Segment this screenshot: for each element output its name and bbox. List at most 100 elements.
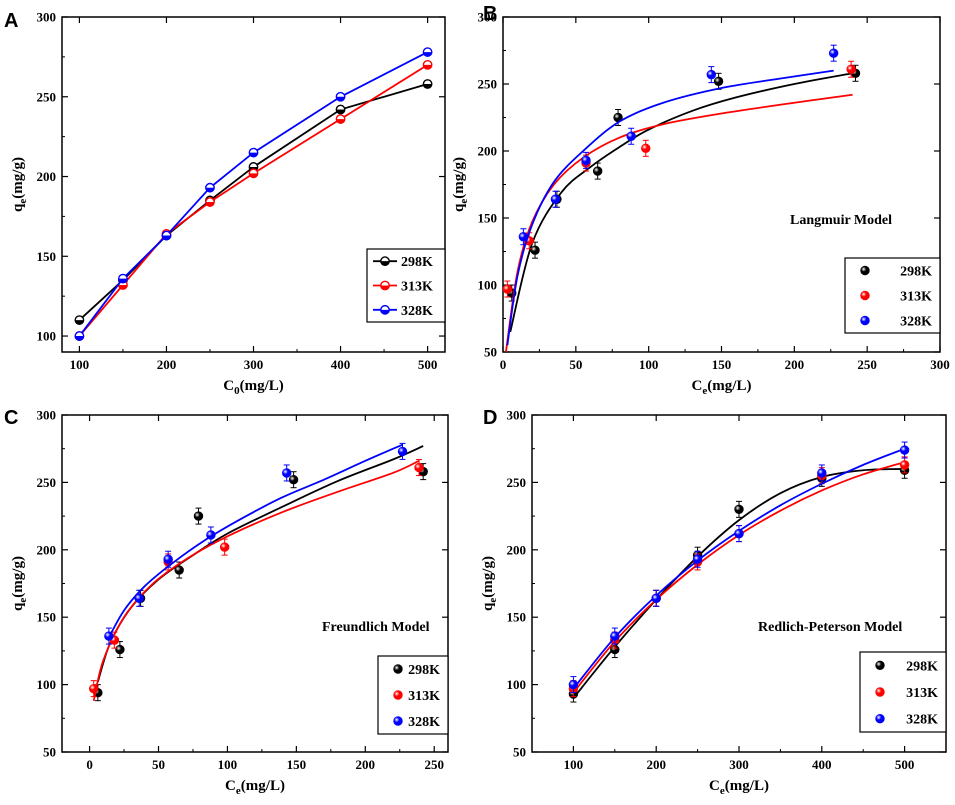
legend-label-298K: 298K [906,659,938,674]
x-tick-label: 500 [418,357,438,372]
panel-letter-a: A [4,10,18,32]
series-328K [104,442,408,645]
fit-curve-328K [572,447,905,690]
y-tick-label: 300 [37,408,57,423]
fit-curve-313K [505,93,853,353]
fit-curve-313K [572,461,905,694]
fit-curve-328K [506,69,834,346]
x-tick-label: 300 [729,757,749,772]
legend-marker-298K [393,664,403,674]
series-328K [74,47,433,341]
x-tick-label: 250 [424,757,444,772]
data-point-313K [219,542,230,552]
data-point-313K [846,64,856,74]
x-tick-label: 50 [569,357,582,372]
data-point-328K [550,194,561,204]
legend-box [377,655,449,735]
fit-curve-298K [572,468,905,699]
data-point-328K [581,155,591,166]
y-tick-label: 150 [507,610,527,625]
panel-d: D 100 200 300 400 500 50 100 150 200 250 300 Ce(mg/L… [480,407,947,797]
legend-marker-298K [875,660,885,671]
legend-label-328K: 328K [900,315,932,330]
data-point-313K [502,284,513,294]
fit-curve-328K [108,443,403,638]
data-point-328K [161,230,172,241]
panel-b: B0 50 100 150 200 250 30050100150200250300Ce(m… [451,3,950,397]
x-tick-label: 300 [244,357,264,372]
x-tick-label: 400 [331,357,351,372]
x-tick-label: 500 [895,757,915,772]
y-axis-label: qe(mg/g) [10,556,29,611]
data-point-328K [828,48,839,58]
y-tick-label: 300 [37,10,57,25]
x-tick-label: 100 [564,757,584,772]
legend: 298K 313K 328K [859,651,947,733]
x-tick-label: 100 [639,357,659,372]
x-axis-label: Ce(mg/L) [692,378,752,397]
y-tick-label: 200 [507,542,527,557]
data-point-298K [713,76,724,87]
y-tick-label: 50 [484,345,497,360]
model-annotation: Redlich-Peterson Model [758,620,902,635]
data-point-298K [734,504,744,515]
series-298K [507,64,861,333]
x-axis-label: C0(mg/L) [223,378,284,397]
series-328K [568,441,910,694]
data-point-328K [397,446,408,457]
y-axis-label: qe(mg/g) [451,157,470,212]
model-annotation: Freundlich Model [322,620,430,635]
fit-curve-298K [96,445,424,683]
series-298K [568,461,910,703]
data-point-313K [248,168,259,179]
data-point-328K [899,445,910,455]
legend-label-328K: 328K [401,304,433,319]
data-point-328K [282,468,292,478]
data-point-328K [626,131,636,141]
data-point-298K [174,565,184,575]
legend-label-328K: 328K [906,713,938,728]
fit-curve-298K [509,72,853,333]
data-point-328K [518,232,529,242]
x-axis-label: Ce(mg/L) [225,778,285,797]
data-point-328K [734,528,744,539]
data-point-298K [335,104,346,115]
x-tick-label: 150 [287,757,307,772]
model-annotation: Langmuir Model [790,213,892,228]
legend-marker-328K [860,315,870,326]
legend-label-298K: 298K [408,663,440,678]
data-point-298K [115,644,125,655]
y-tick-label: 150 [37,249,57,264]
y-tick-label: 200 [37,169,57,184]
data-point-328K [692,554,703,564]
legend: 298K 313K 328K [366,248,446,323]
y-tick-label: 100 [37,329,57,344]
y-tick-label: 300 [507,408,527,423]
data-point-313K [335,114,346,124]
panel-letter-b: B [483,3,497,25]
x-tick-label: 100 [218,757,238,772]
data-point-313K [899,460,910,470]
x-tick-label: 0 [500,357,507,372]
y-tick-label: 100 [478,278,498,293]
data-point-298K [422,79,433,89]
data-point-328K [205,182,215,193]
legend-marker-328K [875,713,885,724]
x-tick-label: 200 [646,757,666,772]
legend-marker-313K [860,290,870,301]
y-tick-label: 300 [478,10,498,25]
legend-marker-328K [393,716,403,726]
data-point-328K [422,47,433,57]
x-tick-label: 100 [70,357,90,372]
data-point-298K [74,315,85,325]
legend-marker-298K [380,256,390,267]
y-tick-label: 150 [478,211,498,226]
legend-box [859,651,947,733]
y-tick-label: 100 [507,677,527,692]
data-point-328K [706,69,717,80]
legend-marker-313K [393,690,403,700]
x-tick-label: 250 [857,357,877,372]
x-tick-label: 200 [356,757,376,772]
x-tick-label: 200 [785,357,805,372]
